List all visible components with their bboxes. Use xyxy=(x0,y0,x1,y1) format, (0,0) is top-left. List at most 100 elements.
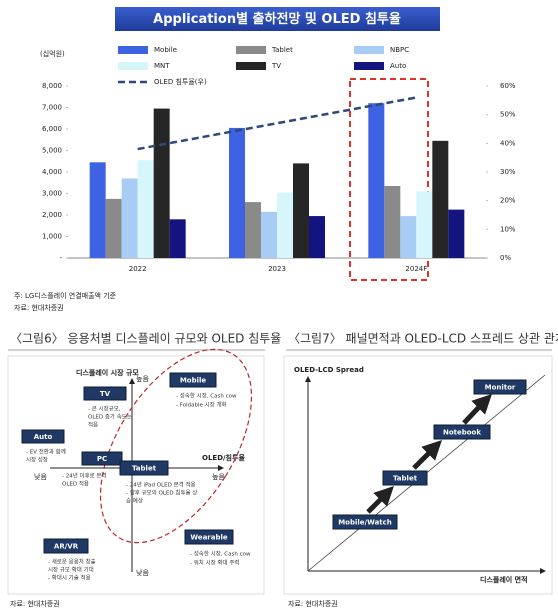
axis-end: 높음 xyxy=(212,473,225,481)
panel xyxy=(283,355,553,595)
node-box xyxy=(184,529,234,545)
node-label: Tablet xyxy=(393,475,418,483)
footnote: 주: LG디스플레이 연결매출액 기준 xyxy=(14,291,117,300)
node-note: - 큰 시장규모, xyxy=(88,406,121,413)
node-label: Mobile xyxy=(180,377,207,385)
bar xyxy=(89,162,106,258)
y2-tick-label: 0% xyxy=(500,254,511,262)
legend-label: TV xyxy=(271,62,281,70)
arrow xyxy=(366,486,394,514)
bar xyxy=(229,127,245,258)
node-note: - 워치 시장 확대 주력 xyxy=(190,559,239,567)
bar xyxy=(137,160,154,258)
node-label: Monitor xyxy=(485,384,516,392)
node-label: Notebook xyxy=(443,429,481,437)
figure-6: 〈그림6〉 응용처별 디스플레이 규모와 OLED 침투율 디스플레이 시장 규… xyxy=(7,332,281,608)
bar xyxy=(293,163,309,258)
legend-label: Tablet xyxy=(271,46,293,54)
legend-label: MNT xyxy=(154,62,170,70)
bar xyxy=(368,103,385,258)
figure-title: 〈그림6〉 응용처별 디스플레이 규모와 OLED 침투율 xyxy=(10,332,281,346)
bar xyxy=(121,178,138,258)
node-note: 승 예상 xyxy=(126,497,143,505)
legend-label: OLED 침투율(우) xyxy=(154,78,207,86)
axis-label: OLED-LCD Spread xyxy=(294,366,364,374)
node-label: Mobile/Watch xyxy=(338,519,392,527)
y-tick-label: 7,000 xyxy=(42,104,62,112)
node-note: - 24년 이후로 본격 xyxy=(62,472,107,480)
node-label: PC xyxy=(97,455,107,463)
y-tick-label: 2,000 xyxy=(42,211,62,219)
bar xyxy=(169,219,186,258)
axis-label: 디스플레이 면적 xyxy=(480,575,528,584)
y2-tick-label: 30% xyxy=(500,168,516,176)
node-note: - EV 전환과 함께 xyxy=(26,448,66,456)
bar xyxy=(384,185,401,258)
y2-tick-label: 50% xyxy=(500,111,516,119)
bar xyxy=(309,216,325,258)
y2-tick-label: 20% xyxy=(500,197,516,205)
node-note: - 새로운 응용처 창출 xyxy=(48,558,96,566)
node-label: AR/VR xyxy=(54,543,79,551)
legend-label: NBPC xyxy=(390,46,409,54)
node-note: OLED 적용 xyxy=(62,481,89,488)
x-tick-label: 2023 xyxy=(268,265,286,273)
node-note: - 24년 iPad OLED 본격 적용 xyxy=(126,481,196,489)
y2-tick-label: 40% xyxy=(500,139,516,147)
highlight-ellipse xyxy=(99,348,253,544)
x-tick-label: 2024F xyxy=(405,265,427,273)
y-tick-label: 8,000 xyxy=(42,82,62,90)
y-tick-label: 3,000 xyxy=(42,190,62,198)
bar xyxy=(153,108,170,258)
node-note: - 확대시 기술 적용 xyxy=(48,574,91,582)
chart-section: Application별 출하전망 및 OLED 침투율 (십억원) 주: LG… xyxy=(14,7,516,312)
legend-swatch xyxy=(118,62,148,70)
node-box xyxy=(81,451,123,466)
node-box xyxy=(119,460,169,476)
x-tick-label: 2022 xyxy=(129,265,147,273)
legend-swatch xyxy=(236,62,266,70)
y-tick-label: 1,000 xyxy=(42,233,62,241)
node-note: 시장 성장 xyxy=(26,456,48,464)
node-box xyxy=(43,538,89,554)
unit-label: (십억원) xyxy=(40,49,65,58)
node-label: Auto xyxy=(34,433,53,441)
bar xyxy=(448,209,465,258)
legend-swatch xyxy=(354,62,384,70)
node-box xyxy=(169,372,217,388)
axis-label: OLED/침투율 xyxy=(202,453,245,462)
node-label: Wearable xyxy=(190,534,228,542)
legend-label: Auto xyxy=(390,62,406,70)
y2-tick-label: 60% xyxy=(500,82,516,90)
arrow xyxy=(462,394,492,425)
bar xyxy=(245,202,261,258)
bar xyxy=(416,191,433,258)
node-box xyxy=(83,386,127,401)
node-box xyxy=(21,429,65,444)
node-note: - 성숙한 시장, Cash cow xyxy=(176,392,237,400)
node-note: - 향후 규모의 OLED 침투율 상 xyxy=(126,489,197,497)
y-tick-label: 5,000 xyxy=(42,147,62,155)
y-tick-label: - xyxy=(59,254,62,262)
legend-swatch xyxy=(118,46,148,54)
node-note: 적음 xyxy=(88,422,98,429)
bar xyxy=(400,216,417,258)
panel xyxy=(7,355,265,595)
chart-title: Application별 출하전망 및 OLED 침투율 xyxy=(153,11,401,27)
line xyxy=(137,96,417,151)
source: 자료: 현대차증권 xyxy=(14,303,64,312)
node-box xyxy=(473,379,527,395)
legend-swatch xyxy=(236,46,266,54)
figure-7: 〈그림7〉 패널면적과 OLED-LCD 스프레드 상관 관계 OLED-LCD… xyxy=(283,332,558,608)
axis-end: 낮음 xyxy=(34,472,47,481)
axis-end: 낮음 xyxy=(136,568,149,577)
legend-swatch xyxy=(354,46,384,54)
arrow xyxy=(412,440,442,470)
y-tick-label: 6,000 xyxy=(42,125,62,133)
axis-end: 높음 xyxy=(136,375,149,383)
node-box xyxy=(433,424,491,440)
node-box xyxy=(382,470,428,486)
bar xyxy=(261,211,277,258)
bar xyxy=(277,192,293,258)
